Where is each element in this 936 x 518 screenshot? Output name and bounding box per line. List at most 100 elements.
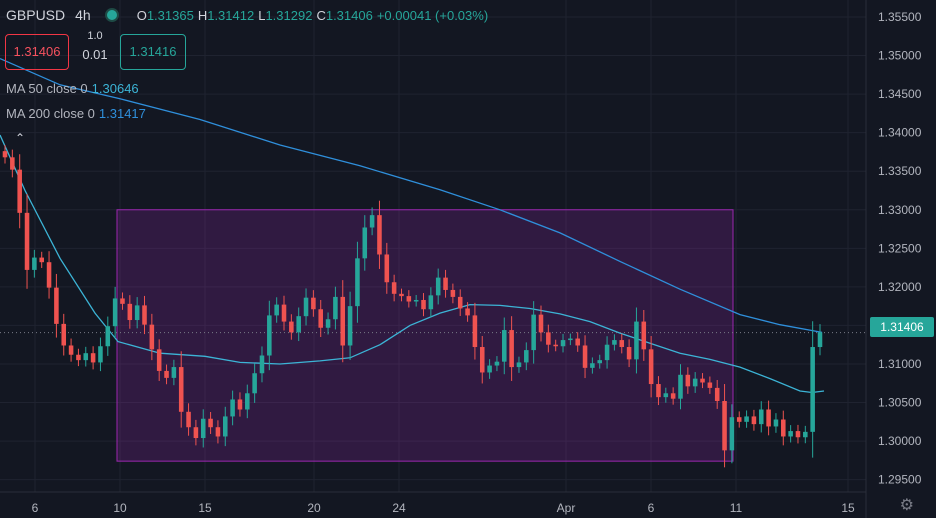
time-tick-label: 15 bbox=[198, 501, 212, 515]
price-tick-label: 1.35000 bbox=[878, 49, 922, 63]
timeframe-label[interactable]: 4h bbox=[75, 7, 91, 23]
candle-up bbox=[810, 347, 815, 432]
time-tick-label: 6 bbox=[648, 501, 655, 515]
ma50-label: MA 50 close 0 bbox=[6, 81, 88, 96]
candle-up bbox=[362, 227, 368, 259]
price-tick-label: 1.33000 bbox=[878, 203, 922, 217]
price-tick-label: 1.33500 bbox=[878, 164, 922, 178]
candle-down bbox=[193, 427, 199, 439]
candle-down bbox=[384, 254, 390, 283]
candle-down bbox=[61, 323, 67, 346]
candle-up bbox=[347, 306, 353, 346]
price-tick-label: 1.32000 bbox=[878, 280, 922, 294]
candle-down bbox=[648, 349, 654, 385]
candle-up bbox=[325, 319, 331, 328]
time-tick-label: Apr bbox=[557, 501, 576, 515]
candle-down bbox=[656, 384, 661, 398]
candle-down bbox=[120, 298, 125, 304]
candle-down bbox=[457, 296, 463, 309]
candle-down bbox=[546, 332, 551, 345]
candle-down bbox=[714, 387, 720, 402]
ma50-line bbox=[0, 134, 825, 394]
low-value: 1.31292 bbox=[265, 7, 313, 23]
candle-down bbox=[311, 297, 316, 310]
candle-up bbox=[590, 363, 595, 368]
price-tick-label: 1.34000 bbox=[878, 126, 922, 140]
price-zone-rectangle[interactable] bbox=[116, 209, 734, 462]
candle-up bbox=[435, 277, 441, 296]
candle-up bbox=[817, 332, 823, 348]
candle-down bbox=[795, 431, 801, 438]
candle-down bbox=[751, 416, 757, 425]
open-label: O bbox=[136, 7, 147, 23]
candle-down bbox=[2, 151, 8, 158]
low-label: L bbox=[258, 7, 266, 23]
candle-up bbox=[568, 338, 573, 341]
time-tick-label: 6 bbox=[32, 501, 39, 515]
sell-button[interactable]: 1.31406 bbox=[5, 34, 69, 70]
candle-down bbox=[406, 296, 412, 302]
price-axis: 1.35500 1.35000 1.34500 1.34000 1.33500 1.330… bbox=[878, 10, 922, 487]
candle-down bbox=[39, 257, 44, 263]
candle-down bbox=[399, 293, 404, 297]
gear-icon[interactable]: ⚙ bbox=[899, 497, 914, 514]
candle-down bbox=[208, 418, 213, 428]
candle-down bbox=[24, 212, 30, 270]
candle-up bbox=[245, 393, 250, 410]
candle-up bbox=[494, 361, 500, 366]
candle-down bbox=[575, 338, 580, 346]
time-tick-label: 10 bbox=[113, 501, 127, 515]
candle-up bbox=[744, 416, 749, 422]
ma50-legend[interactable]: MA 50 close 0 1.30646 bbox=[6, 81, 139, 96]
candle-up bbox=[773, 419, 779, 427]
spread-info: 1.0 0.01 bbox=[74, 30, 116, 62]
candle-up bbox=[355, 258, 360, 307]
candle-up bbox=[758, 409, 764, 425]
ma200-legend[interactable]: MA 200 close 0 1.31417 bbox=[6, 106, 146, 121]
candle-down bbox=[17, 169, 22, 213]
candle-up bbox=[303, 297, 309, 317]
spread-bottom: 0.01 bbox=[82, 47, 108, 62]
ma200-value: 1.31417 bbox=[98, 106, 146, 121]
candle-down bbox=[46, 262, 52, 288]
candle-up bbox=[267, 315, 272, 356]
candle-down bbox=[391, 282, 397, 294]
candle-up bbox=[83, 353, 89, 361]
open-value: 1.31365 bbox=[146, 7, 194, 23]
candle-down bbox=[479, 347, 485, 373]
candle-down bbox=[289, 321, 294, 333]
candle-down bbox=[68, 345, 74, 355]
candle-down bbox=[90, 353, 96, 363]
candle-down bbox=[156, 349, 162, 371]
candle-down bbox=[582, 345, 588, 368]
time-tick-label: 20 bbox=[307, 501, 321, 515]
ma50-value: 1.30646 bbox=[91, 81, 139, 96]
candle-up bbox=[222, 416, 228, 437]
candle-down bbox=[340, 296, 346, 346]
price-tick-label: 1.31000 bbox=[878, 357, 922, 371]
candle-up bbox=[524, 350, 529, 363]
candle-up bbox=[112, 298, 118, 327]
candle-down bbox=[766, 409, 771, 427]
candle-up bbox=[692, 378, 698, 387]
candle-down bbox=[509, 330, 514, 368]
price-tick-label: 1.32500 bbox=[878, 241, 922, 255]
price-tick-label: 1.34500 bbox=[878, 87, 922, 101]
buy-button[interactable]: 1.31416 bbox=[120, 34, 186, 70]
candle-up bbox=[428, 295, 434, 310]
candle-down bbox=[142, 305, 147, 325]
ma200-label: MA 200 close 0 bbox=[6, 106, 95, 121]
chevron-up-icon[interactable]: ⌃ bbox=[15, 131, 26, 145]
candle-down bbox=[450, 289, 456, 297]
candle-down bbox=[281, 304, 287, 322]
candle-down bbox=[707, 382, 713, 388]
candle-up bbox=[274, 304, 279, 316]
candle-down bbox=[700, 378, 705, 383]
high-value: 1.31412 bbox=[207, 7, 255, 23]
symbol-name[interactable]: GBPUSD bbox=[6, 7, 66, 23]
candle-down bbox=[54, 287, 59, 324]
time-tick-label: 24 bbox=[392, 501, 406, 515]
candle-up bbox=[604, 344, 610, 361]
candle-up bbox=[663, 393, 669, 398]
